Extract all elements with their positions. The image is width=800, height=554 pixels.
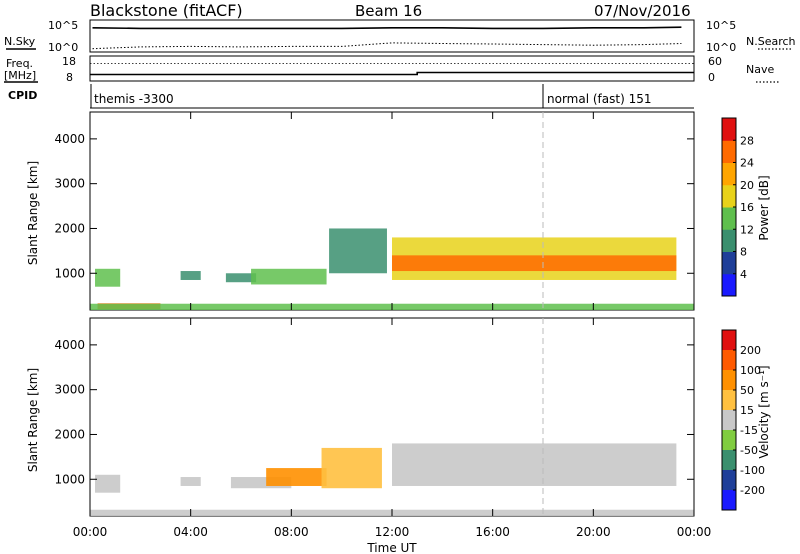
- power-echo-region: [180, 271, 201, 280]
- velocity-colorbar-tick-label: -50: [740, 444, 758, 457]
- power-colorbar-cell: [722, 229, 736, 252]
- nsearch-series-line: [92, 42, 682, 50]
- power-panel-frame: [89, 111, 695, 311]
- power-ytick-label: 1000: [54, 266, 85, 280]
- velocity-echo-region: [180, 477, 201, 486]
- velocity-ytick-label: 4000: [54, 338, 85, 352]
- velocity-ytick-label: 3000: [54, 383, 85, 397]
- noise-bottom-left: 10^0: [48, 41, 78, 54]
- velocity-ytick-label: 1000: [54, 472, 85, 486]
- velocity-echo-region: [392, 443, 677, 486]
- velocity-colorbar-tick-label: -200: [740, 484, 765, 497]
- x-tick-label: 04:00: [173, 525, 208, 539]
- velocity-echo-region: [321, 447, 382, 489]
- freq-series-line: [90, 71, 694, 76]
- cpid-segment-label: themis -3300: [94, 92, 174, 106]
- velocity-ylabel: Slant Range [km]: [26, 368, 40, 472]
- power-colorbar-cell: [722, 184, 736, 208]
- nsearch-label: N.Search: [746, 35, 796, 48]
- nave-label: Nave: [746, 63, 774, 76]
- power-echo-region: [225, 273, 257, 283]
- power-echo-region: [392, 255, 677, 272]
- nave-bottom-label: 0: [708, 71, 715, 84]
- power-colorbar-tick-label: 24: [740, 157, 754, 170]
- x-tick-label: 12:00: [375, 525, 410, 539]
- velocity-echo-region: [95, 474, 121, 493]
- velocity-colorbar-tick-label: 50: [740, 384, 754, 397]
- velocity-colorbar-tick-label: 100: [740, 364, 761, 377]
- power-echo-region: [329, 228, 387, 274]
- freq-top-label: 18: [62, 55, 76, 68]
- power-colorbar-cell: [722, 118, 736, 141]
- velocity-colorbar-cell: [722, 490, 736, 511]
- x-tick-label: 00:00: [677, 525, 712, 539]
- cpid-segment-label: normal (fast) 151: [547, 92, 651, 106]
- power-echo-region: [95, 268, 121, 287]
- x-tick-label: 00:00: [73, 525, 108, 539]
- velocity-colorbar-tick-label: -15: [740, 424, 758, 437]
- velocity-colorbar-cell: [722, 410, 736, 431]
- power-colorbar-tick-label: 16: [740, 201, 754, 214]
- cpid-label: CPID: [8, 89, 37, 102]
- power-colorbar-tick-label: 12: [740, 223, 754, 236]
- power-colorbar-tick-label: 8: [740, 246, 747, 259]
- x-tick-label: 20:00: [576, 525, 611, 539]
- power-ytick-label: 2000: [54, 221, 85, 235]
- power-ylabel: Slant Range [km]: [26, 161, 40, 265]
- power-colorbar-cell: [722, 251, 736, 275]
- velocity-colorbar-label: Velocity [m s⁻¹]: [757, 365, 771, 458]
- velocity-panel-frame: [89, 317, 695, 517]
- velocity-colorbar-tick-label: 15: [740, 404, 754, 417]
- velocity-colorbar-cell: [722, 350, 736, 371]
- freq-bottom-label: 8: [66, 71, 73, 84]
- beam-title: Beam 16: [355, 2, 422, 20]
- nave-top-label: 60: [708, 55, 722, 68]
- freq-label-line2: [MHz]: [4, 69, 36, 82]
- power-colorbar-label: Power [dB]: [757, 175, 771, 240]
- velocity-ytick-label: 2000: [54, 427, 85, 441]
- freq-label-line1: Freq.: [6, 57, 33, 70]
- velocity-colorbar-cell: [722, 370, 736, 391]
- noise-top-right: 10^5: [706, 19, 736, 32]
- noise-panel-frame: [89, 19, 695, 53]
- velocity-colorbar-tick-label: 200: [740, 344, 761, 357]
- power-echo-layer: [90, 228, 694, 310]
- noise-bottom-right: 10^0: [706, 41, 736, 54]
- power-colorbar-tick-label: 4: [740, 268, 747, 281]
- x-axis-title: Time UT: [366, 541, 417, 554]
- power-colorbar-tick-label: 20: [740, 179, 754, 192]
- station-title: Blackstone (fitACF): [90, 1, 243, 20]
- x-tick-label: 16:00: [475, 525, 510, 539]
- velocity-colorbar-cell: [722, 470, 736, 491]
- power-colorbar-cell: [722, 140, 736, 163]
- freq-panel-frame: [89, 55, 695, 82]
- nsky-series-line: [92, 26, 682, 30]
- power-ytick-label: 4000: [54, 132, 85, 146]
- velocity-colorbar-tick-label: -100: [740, 464, 765, 477]
- velocity-echo-region: [266, 468, 327, 486]
- power-colorbar-cell: [722, 162, 736, 186]
- power-colorbar-cell: [722, 273, 736, 297]
- velocity-echo-region: [230, 477, 292, 489]
- power-echo-region: [251, 268, 327, 285]
- power-colorbar-cell: [722, 207, 736, 230]
- velocity-colorbar-cell: [722, 330, 736, 351]
- date-title: 07/Nov/2016: [594, 2, 691, 20]
- x-tick-label: 08:00: [274, 525, 309, 539]
- noise-top-left: 10^5: [48, 19, 78, 32]
- velocity-echo-layer: [90, 443, 694, 516]
- velocity-colorbar-frame: [721, 329, 737, 511]
- velocity-colorbar-cell: [722, 430, 736, 451]
- velocity-colorbar-cell: [722, 450, 736, 471]
- power-colorbar-tick-label: 28: [740, 134, 754, 147]
- nsky-label: N.Sky: [4, 35, 36, 48]
- velocity-colorbar-cell: [722, 390, 736, 411]
- power-ytick-label: 3000: [54, 177, 85, 191]
